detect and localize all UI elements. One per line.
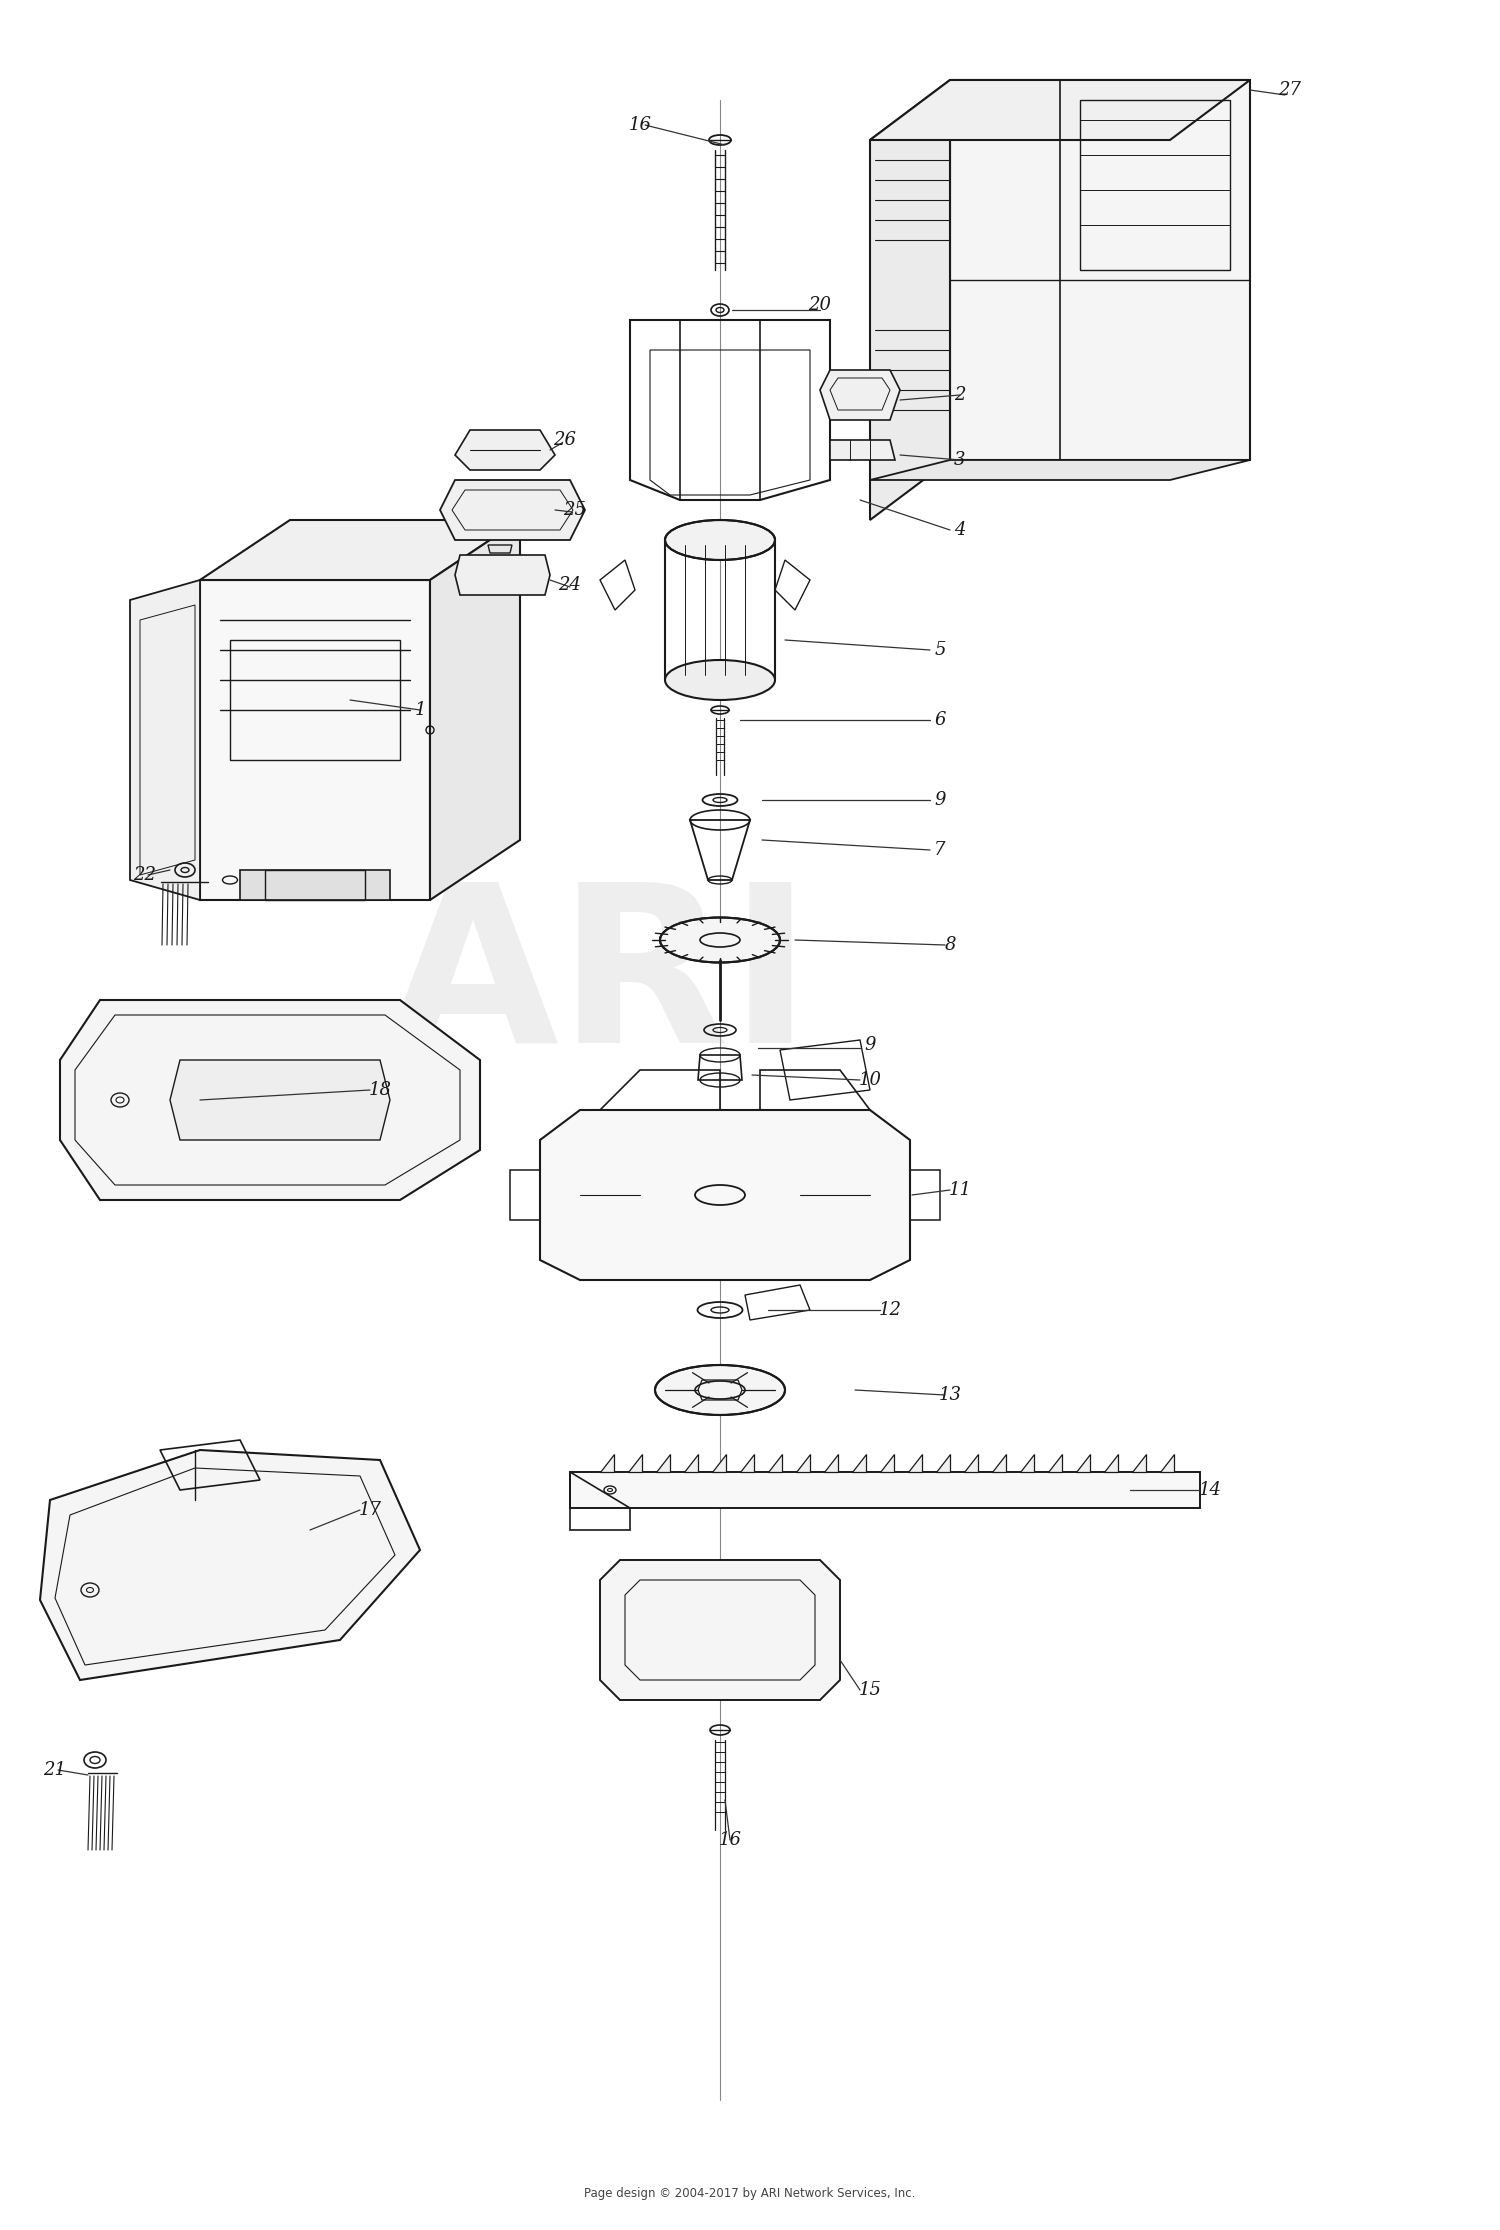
Polygon shape [936, 1454, 950, 1472]
Text: 21: 21 [44, 1762, 66, 1780]
Text: 1: 1 [414, 700, 426, 718]
Text: 10: 10 [858, 1070, 882, 1088]
Text: 15: 15 [858, 1681, 882, 1699]
Polygon shape [880, 1454, 894, 1472]
Text: 12: 12 [879, 1300, 902, 1318]
Polygon shape [768, 1454, 782, 1472]
Polygon shape [908, 1454, 922, 1472]
Text: 18: 18 [369, 1082, 392, 1099]
Polygon shape [570, 1472, 1200, 1507]
Polygon shape [712, 1454, 726, 1472]
Polygon shape [628, 1454, 642, 1472]
Text: 7: 7 [934, 841, 945, 859]
Polygon shape [454, 555, 550, 595]
Polygon shape [454, 430, 555, 471]
Text: 13: 13 [939, 1387, 962, 1405]
Polygon shape [830, 439, 896, 459]
Polygon shape [821, 370, 900, 419]
Ellipse shape [660, 917, 780, 963]
Polygon shape [992, 1454, 1006, 1472]
Polygon shape [240, 870, 390, 901]
Polygon shape [600, 1561, 840, 1699]
Text: 27: 27 [1278, 80, 1302, 98]
Polygon shape [684, 1454, 698, 1472]
Text: 17: 17 [358, 1501, 381, 1519]
Polygon shape [200, 520, 520, 580]
Polygon shape [870, 80, 950, 520]
Polygon shape [130, 580, 200, 901]
Polygon shape [200, 580, 430, 901]
Text: 25: 25 [564, 502, 586, 520]
Text: 5: 5 [934, 640, 945, 660]
Ellipse shape [664, 660, 776, 700]
Polygon shape [824, 1454, 839, 1472]
Polygon shape [540, 1111, 910, 1280]
Polygon shape [1076, 1454, 1090, 1472]
Text: 9: 9 [864, 1037, 876, 1055]
Polygon shape [870, 459, 1250, 479]
Text: 16: 16 [628, 116, 651, 134]
Polygon shape [170, 1059, 390, 1140]
Polygon shape [1020, 1454, 1034, 1472]
Polygon shape [656, 1454, 670, 1472]
Polygon shape [1160, 1454, 1174, 1472]
Text: 2: 2 [954, 386, 966, 404]
Polygon shape [964, 1454, 978, 1472]
Polygon shape [600, 1454, 613, 1472]
Text: 20: 20 [808, 297, 831, 314]
Polygon shape [60, 999, 480, 1200]
Text: 22: 22 [134, 865, 156, 883]
Text: 8: 8 [945, 937, 956, 954]
Polygon shape [870, 80, 1250, 140]
Polygon shape [740, 1454, 754, 1472]
Text: 24: 24 [558, 575, 582, 593]
Polygon shape [950, 80, 1250, 459]
Polygon shape [440, 479, 585, 540]
Text: 26: 26 [554, 430, 576, 448]
Text: Page design © 2004-2017 by ARI Network Services, Inc.: Page design © 2004-2017 by ARI Network S… [585, 2188, 915, 2201]
Text: 3: 3 [954, 450, 966, 468]
Ellipse shape [656, 1365, 784, 1416]
Polygon shape [796, 1454, 810, 1472]
Text: 16: 16 [718, 1831, 741, 1849]
Polygon shape [1048, 1454, 1062, 1472]
Polygon shape [1104, 1454, 1118, 1472]
Text: 4: 4 [954, 522, 966, 540]
Text: 6: 6 [934, 711, 945, 729]
Polygon shape [852, 1454, 865, 1472]
Text: 11: 11 [948, 1182, 972, 1200]
Text: 9: 9 [934, 792, 945, 809]
Text: 14: 14 [1198, 1481, 1221, 1499]
Polygon shape [1132, 1454, 1146, 1472]
Ellipse shape [664, 520, 776, 560]
Text: ARI: ARI [387, 874, 813, 1088]
Polygon shape [430, 520, 520, 901]
Polygon shape [40, 1450, 420, 1679]
